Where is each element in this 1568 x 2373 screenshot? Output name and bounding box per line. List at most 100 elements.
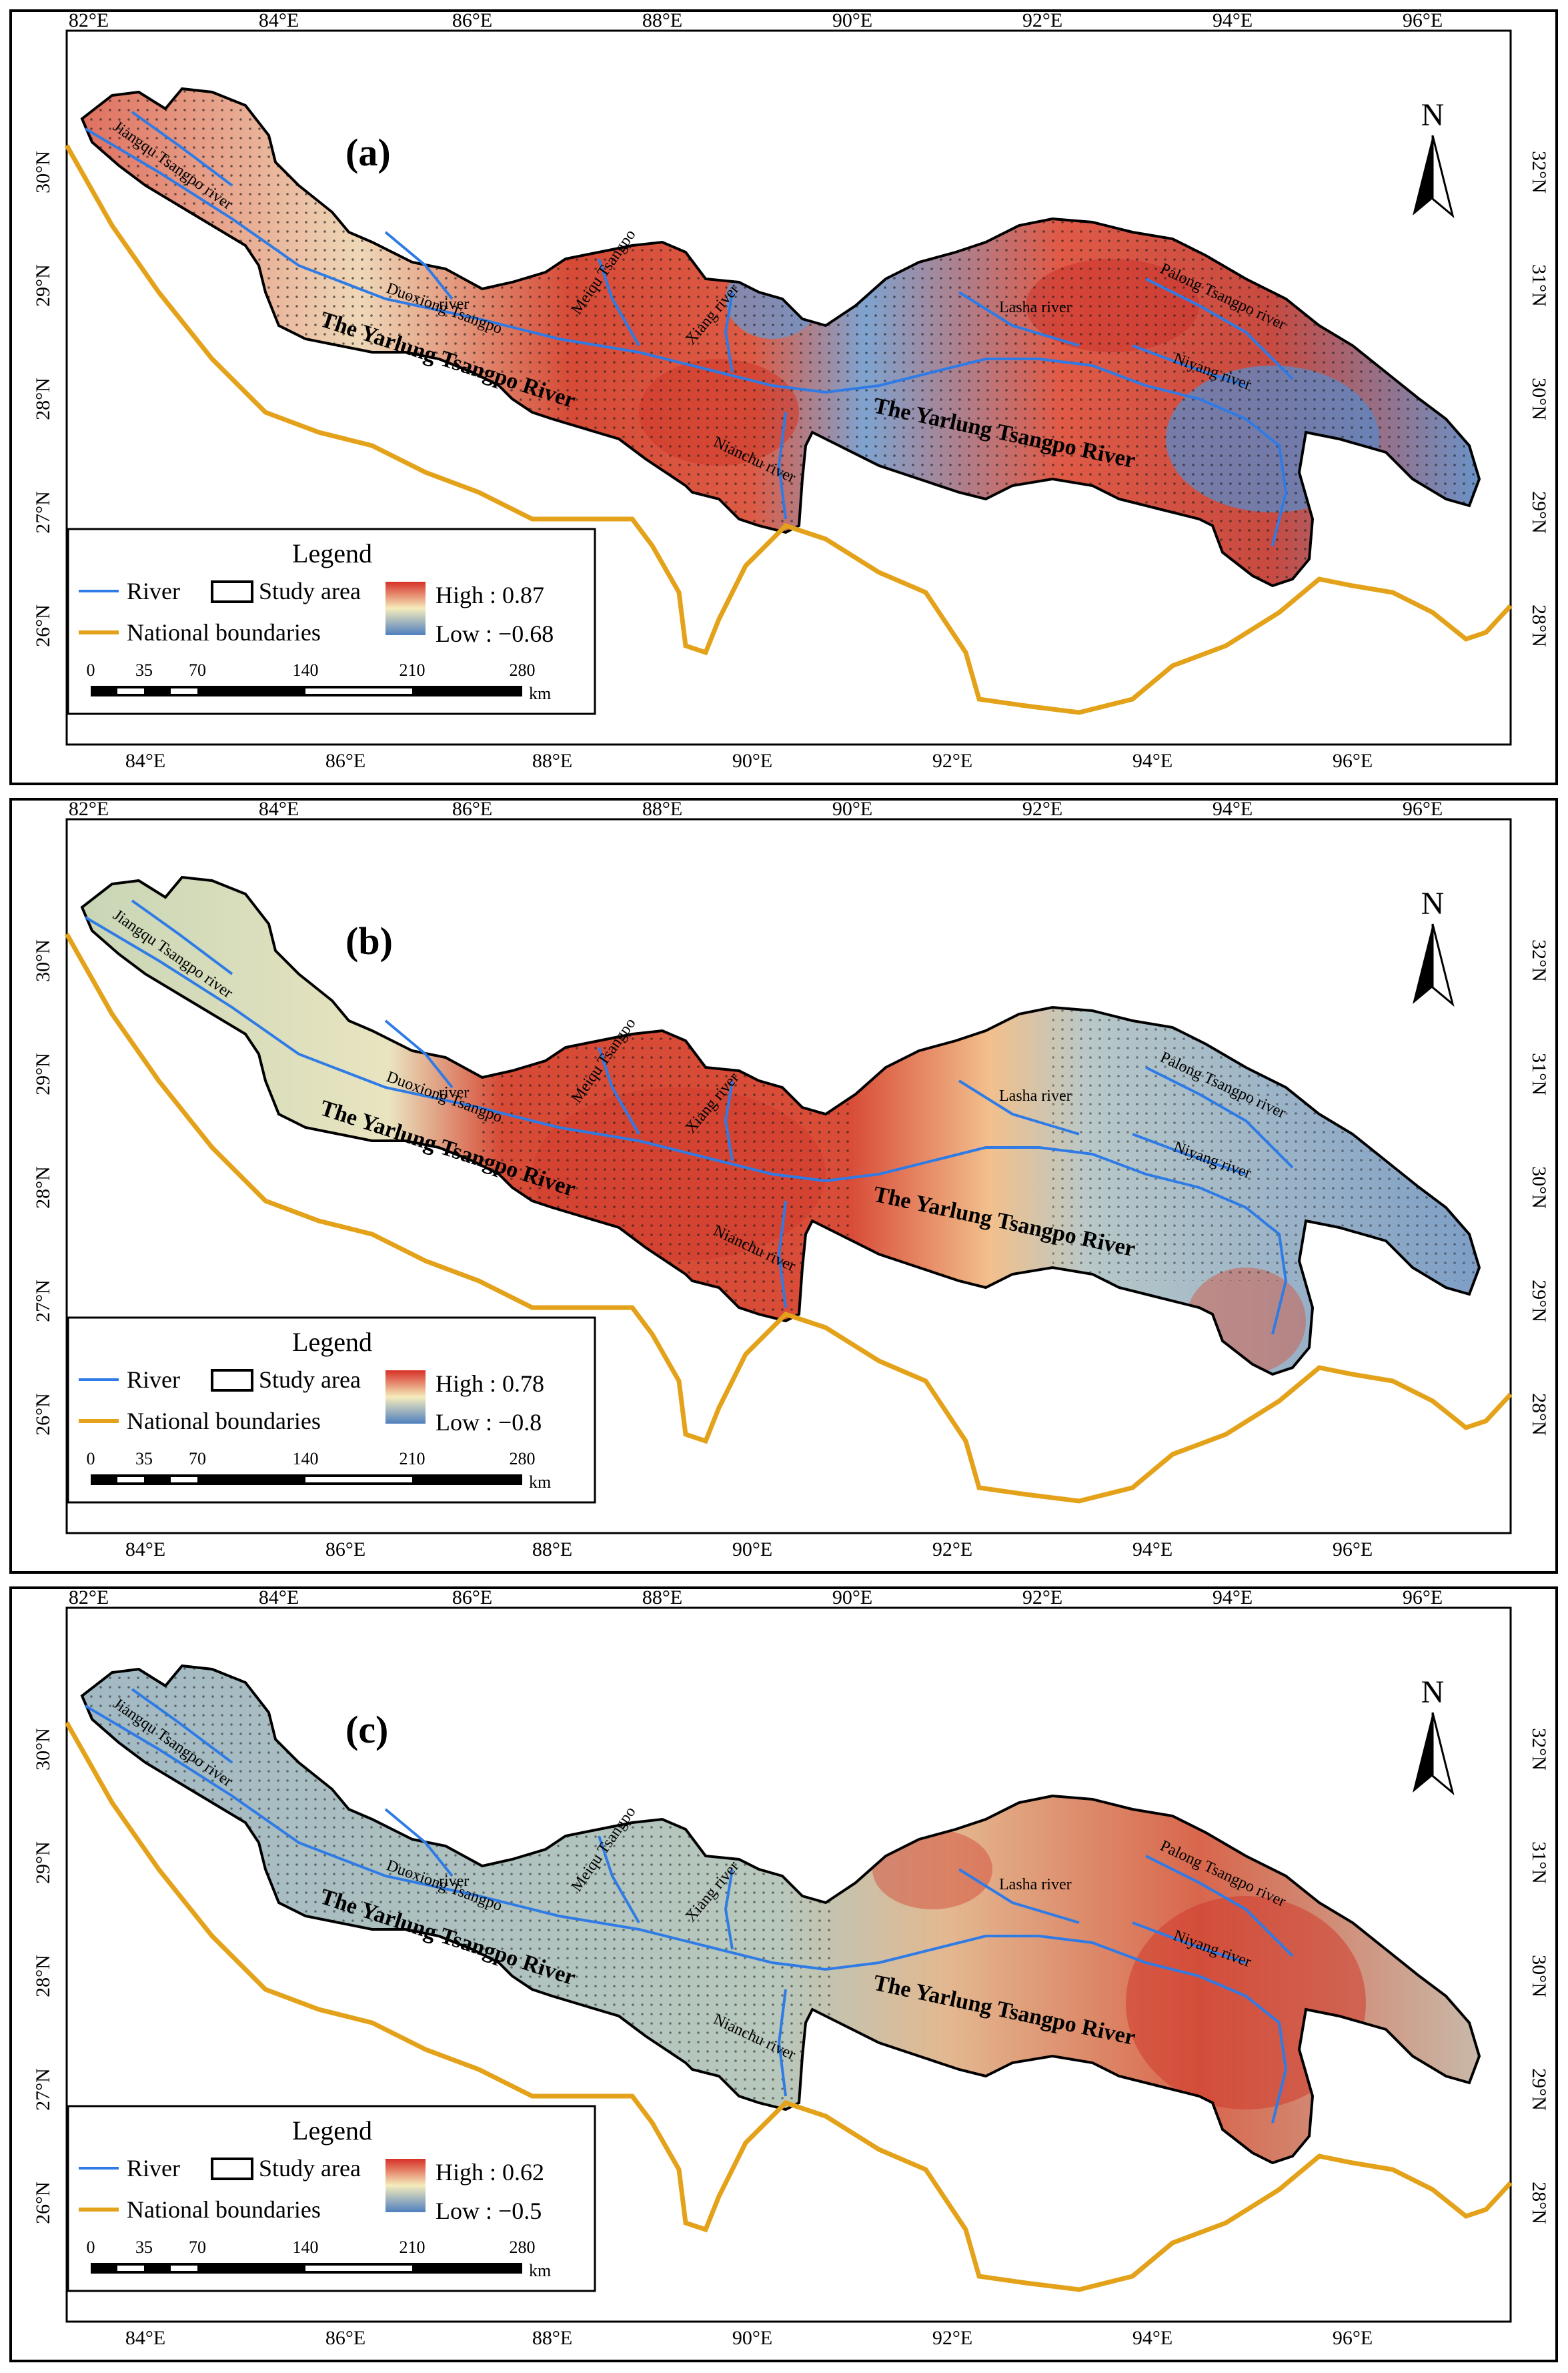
svg-text:92°E: 92°E	[1022, 1589, 1062, 1608]
svg-text:N: N	[1421, 886, 1445, 921]
svg-text:84°E: 84°E	[259, 1589, 299, 1608]
svg-text:70: 70	[189, 660, 206, 680]
svg-text:96°E: 96°E	[1403, 12, 1443, 31]
scalebar	[91, 2263, 522, 2274]
svg-text:28°N: 28°N	[1528, 604, 1550, 647]
svg-text:94°E: 94°E	[1132, 750, 1172, 772]
study-area	[81, 1665, 1481, 2164]
north-arrow: N	[1413, 97, 1455, 219]
svg-text:30°N: 30°N	[1528, 1955, 1550, 1997]
legend-low: Low : −0.68	[436, 620, 554, 647]
svg-text:96°E: 96°E	[1403, 1589, 1443, 1608]
svg-text:280: 280	[510, 1449, 536, 1468]
legend-color-ramp	[385, 582, 426, 635]
national-boundary	[64, 933, 1513, 1504]
map-frame	[65, 1606, 1512, 2323]
svg-text:29°N: 29°N	[1528, 491, 1550, 534]
svg-text:27°N: 27°N	[32, 1280, 54, 1322]
legend-high: High : 0.87	[436, 582, 544, 608]
svg-text:84°E: 84°E	[259, 801, 299, 820]
legend-river: River	[127, 2155, 180, 2182]
svg-text:26°N: 26°N	[32, 2182, 54, 2224]
legend-boundaries: National boundaries	[127, 619, 321, 646]
svg-text:82°E: 82°E	[69, 1589, 109, 1608]
scalebar	[91, 1474, 522, 1485]
svg-text:N: N	[1421, 97, 1445, 133]
legend-study-area: Study area	[259, 2155, 361, 2182]
svg-text:88°E: 88°E	[642, 12, 682, 31]
svg-text:70: 70	[189, 1449, 206, 1468]
map-b-svg: Jiangqu Tsangpo river Duoxiong Tsangpo r…	[32, 801, 1550, 1560]
svg-text:26°N: 26°N	[32, 1393, 54, 1436]
svg-text:27°N: 27°N	[32, 491, 54, 534]
svg-text:28°N: 28°N	[32, 1166, 54, 1209]
svg-text:30°N: 30°N	[32, 151, 54, 193]
svg-text:84°E: 84°E	[259, 12, 299, 31]
svg-text:90°E: 90°E	[832, 1589, 872, 1608]
scalebar-ticks: 0 35 70 140 210 280	[87, 1449, 536, 1468]
svg-text:96°E: 96°E	[1403, 801, 1443, 820]
svg-text:84°E: 84°E	[125, 750, 165, 772]
svg-text:96°E: 96°E	[1333, 750, 1373, 772]
scalebar	[91, 686, 522, 696]
svg-text:140: 140	[293, 1449, 319, 1468]
svg-text:35: 35	[135, 660, 153, 680]
legend-color-ramp	[385, 2159, 426, 2212]
legend-title: Legend	[292, 538, 372, 568]
national-boundary	[64, 1721, 1513, 2292]
svg-text:90°E: 90°E	[732, 1538, 772, 1560]
svg-text:29°N: 29°N	[1528, 1280, 1550, 1322]
legend: Legend River Study area National boundar…	[67, 2105, 596, 2292]
scalebar-unit: km	[529, 684, 551, 703]
label-lasha: Lasha river	[999, 299, 1072, 316]
legend-river: River	[127, 578, 180, 604]
svg-text:86°E: 86°E	[452, 801, 492, 820]
svg-text:94°E: 94°E	[1213, 801, 1253, 820]
map-frame	[65, 818, 1512, 1534]
legend-title: Legend	[292, 2115, 372, 2146]
svg-text:32°N: 32°N	[1528, 151, 1550, 193]
map-panel-a: Jiangqu Tsangpo river Duoxiong Tsangpo r…	[9, 9, 1558, 785]
svg-text:N: N	[1421, 1675, 1445, 1710]
map-panel-b: Jiangqu Tsangpo river Duoxiong Tsangpo r…	[9, 798, 1558, 1574]
scalebar-ticks: 0 35 70 140 210 280	[87, 2238, 536, 2257]
svg-text:86°E: 86°E	[452, 12, 492, 31]
rivers	[84, 899, 1294, 1335]
svg-text:94°E: 94°E	[1213, 1589, 1253, 1608]
svg-text:90°E: 90°E	[732, 750, 772, 772]
legend-river: River	[127, 1366, 180, 1393]
svg-text:92°E: 92°E	[1022, 801, 1062, 820]
scalebar-ticks: 0 35 70 140 210 280	[87, 660, 536, 680]
label-lasha: Lasha river	[999, 1087, 1072, 1105]
scalebar-unit: km	[529, 2261, 551, 2280]
svg-text:35: 35	[135, 2238, 153, 2257]
svg-text:90°E: 90°E	[732, 2327, 772, 2349]
study-area	[81, 876, 1481, 1376]
legend-color-ramp	[385, 1370, 426, 1424]
svg-text:28°N: 28°N	[1528, 2182, 1550, 2224]
panel-label: (b)	[345, 919, 393, 963]
svg-text:90°E: 90°E	[832, 12, 872, 31]
svg-text:31°N: 31°N	[1528, 1841, 1550, 1884]
svg-text:28°N: 28°N	[1528, 1393, 1550, 1436]
svg-text:94°E: 94°E	[1132, 1538, 1172, 1560]
svg-text:88°E: 88°E	[532, 750, 572, 772]
north-arrow: N	[1413, 1675, 1455, 1796]
svg-text:88°E: 88°E	[642, 801, 682, 820]
svg-text:0: 0	[87, 660, 95, 680]
svg-text:86°E: 86°E	[325, 1538, 365, 1560]
svg-text:210: 210	[400, 2238, 426, 2257]
scalebar-unit: km	[529, 1472, 551, 1492]
panel-label: (c)	[345, 1708, 388, 1751]
svg-text:94°E: 94°E	[1213, 12, 1253, 31]
legend-high: High : 0.78	[436, 1370, 544, 1397]
axis-labels: 82°E 84°E 86°E 88°E 90°E 92°E 94°E 96°E …	[32, 801, 1550, 1560]
svg-text:88°E: 88°E	[532, 2327, 572, 2349]
svg-text:88°E: 88°E	[532, 1538, 572, 1560]
legend: Legend River Study area National boundar…	[67, 1316, 596, 1504]
label-duoxiong-2: river	[439, 296, 469, 313]
national-boundary	[64, 144, 1513, 715]
svg-text:140: 140	[293, 2238, 319, 2257]
svg-text:32°N: 32°N	[1528, 939, 1550, 982]
svg-text:96°E: 96°E	[1333, 1538, 1373, 1560]
